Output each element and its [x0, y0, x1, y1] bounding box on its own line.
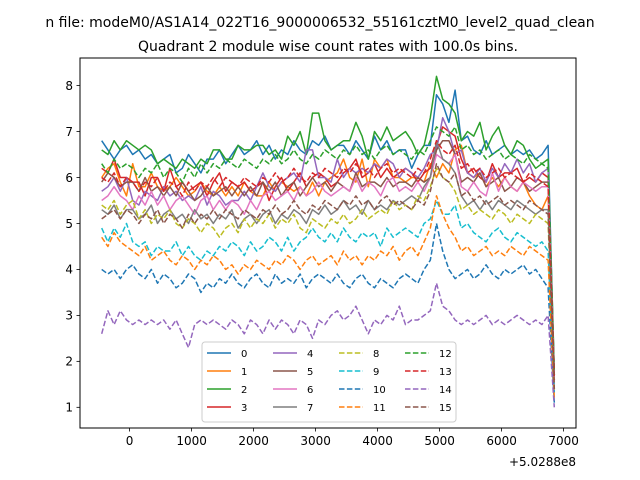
legend-frame [201, 341, 457, 423]
series-line-12 [101, 126, 556, 376]
legend-label-0: 0 [241, 349, 247, 360]
x-tick-label: 2000 [238, 434, 269, 448]
axes-frame [79, 57, 577, 429]
x-tick-label: 0 [126, 434, 134, 448]
legend-label-5: 5 [307, 367, 313, 378]
y-tick-label: 6 [65, 171, 73, 185]
y-tick-label: 7 [65, 125, 73, 139]
x-axis: 0 1000 2000 3000 4000 5000 6000 7000 [126, 428, 579, 448]
series-line-2 [101, 75, 556, 371]
series-line-14 [100, 282, 556, 408]
x-tick-label: 7000 [548, 434, 579, 448]
legend-label-2: 2 [241, 385, 247, 396]
y-tick-label: 4 [65, 263, 73, 277]
chart-title: Quadrant 2 module wise count rates with … [138, 39, 518, 55]
y-axis: 1 2 3 4 5 6 7 8 [65, 79, 80, 415]
legend-label-9: 9 [373, 367, 379, 378]
series-line-15 [101, 162, 556, 389]
y-tick-label: 5 [65, 217, 73, 231]
legend-label-7: 7 [307, 403, 313, 414]
legend-label-4: 4 [307, 349, 313, 360]
legend-label-15: 15 [439, 403, 452, 414]
series-line-0 [101, 89, 556, 376]
legend-label-1: 1 [241, 367, 247, 378]
series-line-9 [101, 199, 556, 394]
legend-label-12: 12 [439, 349, 452, 360]
plot-area [100, 75, 556, 408]
series-line-6 [101, 153, 556, 385]
series-line-10 [101, 222, 556, 403]
series-line-13 [101, 139, 556, 380]
y-tick-label: 8 [65, 79, 73, 93]
x-tick-label: 3000 [300, 434, 331, 448]
legend-label-6: 6 [307, 385, 313, 396]
legend-label-3: 3 [241, 403, 247, 414]
x-tick-label: 6000 [486, 434, 517, 448]
y-tick-label: 1 [65, 401, 73, 415]
legend-label-8: 8 [373, 349, 379, 360]
y-tick-label: 3 [65, 309, 73, 323]
y-tick-label: 2 [65, 355, 73, 369]
series-line-3 [101, 126, 556, 376]
legend-label-14: 14 [439, 385, 452, 396]
series-line-11 [101, 195, 556, 399]
legend-label-11: 11 [373, 403, 386, 414]
legend-label-10: 10 [373, 385, 386, 396]
x-axis-offset-label: +5.0288e8 [509, 455, 576, 469]
series-line-8 [101, 167, 556, 389]
chart-suptitle: n file: modeM0/AS1A14_022T16_9000006532_… [45, 15, 594, 31]
x-tick-label: 1000 [176, 434, 207, 448]
x-tick-label: 4000 [362, 434, 393, 448]
series-line-7 [101, 139, 556, 389]
legend-label-13: 13 [439, 367, 452, 378]
x-tick-label: 5000 [424, 434, 455, 448]
series-line-5 [101, 139, 556, 380]
